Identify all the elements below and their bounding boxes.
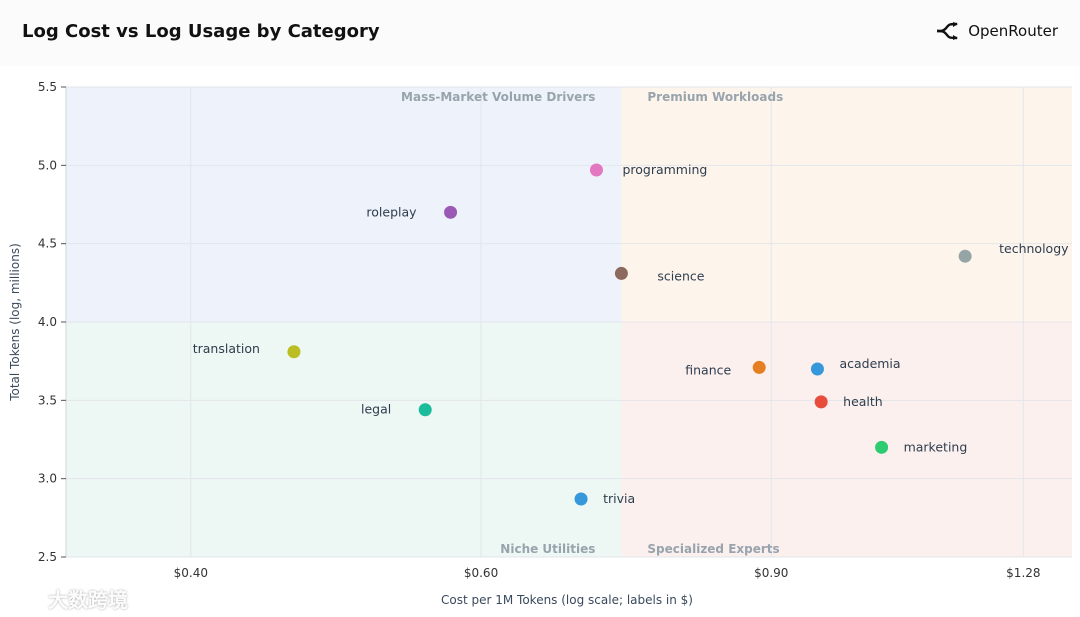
data-label-technology: technology <box>999 241 1069 256</box>
data-label-academia: academia <box>839 356 900 371</box>
data-point-trivia <box>574 492 588 506</box>
data-point-health <box>814 395 828 409</box>
y-tick-label: 3.0 <box>38 472 57 486</box>
data-label-legal: legal <box>361 402 391 417</box>
y-tick-label: 3.5 <box>38 393 57 407</box>
quadrant-label-bottom-right: Specialized Experts <box>647 542 779 556</box>
data-point-finance <box>752 360 766 374</box>
x-tick-label: $0.60 <box>464 566 498 580</box>
brand-name: OpenRouter <box>968 22 1058 40</box>
data-label-health: health <box>843 394 883 409</box>
header-bar: Log Cost vs Log Usage by Category OpenRo… <box>0 0 1080 66</box>
data-label-finance: finance <box>685 362 731 377</box>
data-label-trivia: trivia <box>603 491 635 506</box>
y-tick-label: 2.5 <box>38 550 57 564</box>
y-axis-title: Total Tokens (log, millions) <box>8 243 22 402</box>
x-tick-label: $1.28 <box>1006 566 1040 580</box>
data-label-translation: translation <box>193 341 260 356</box>
page-title: Log Cost vs Log Usage by Category <box>22 21 380 42</box>
data-point-translation <box>287 345 301 359</box>
quadrant-label-bottom-left: Niche Utilities <box>500 542 595 556</box>
data-label-marketing: marketing <box>904 439 968 454</box>
data-label-roleplay: roleplay <box>366 204 417 219</box>
data-label-programming: programming <box>622 162 707 177</box>
quadrant-label-top-left: Mass-Market Volume Drivers <box>401 90 595 104</box>
scatter-chart: 2.5 3.0 3.5 4.0 4.5 5.0 5.5 $0.40 $0.60 $0.90 $1.2… <box>8 80 1072 607</box>
data-label-science: science <box>657 268 704 283</box>
data-point-roleplay <box>444 205 458 219</box>
data-point-programming <box>589 163 603 177</box>
data-point-legal <box>418 403 432 417</box>
brand-logo[interactable]: OpenRouter <box>936 22 1058 40</box>
data-point-academia <box>810 362 824 376</box>
data-point-technology <box>958 249 972 263</box>
quadrant-label-top-right: Premium Workloads <box>647 90 783 104</box>
quadrant-bg-bottom-left <box>66 322 622 557</box>
openrouter-logo-icon <box>937 22 959 40</box>
quadrant-bg-top-right <box>621 87 1072 322</box>
y-tick-label: 5.5 <box>38 80 57 94</box>
y-tick-label: 4.0 <box>38 315 57 329</box>
data-point-science <box>614 266 628 280</box>
y-tick-label: 4.5 <box>38 237 57 251</box>
data-point-marketing <box>875 440 889 454</box>
y-tick-label: 5.0 <box>38 158 57 172</box>
quadrant-bg-bottom-right <box>621 322 1072 557</box>
quadrant-bg-top-left <box>66 87 622 322</box>
x-tick-label: $0.90 <box>754 566 788 580</box>
x-tick-label: $0.40 <box>174 566 208 580</box>
x-axis-title: Cost per 1M Tokens (log scale; labels in… <box>441 593 693 607</box>
